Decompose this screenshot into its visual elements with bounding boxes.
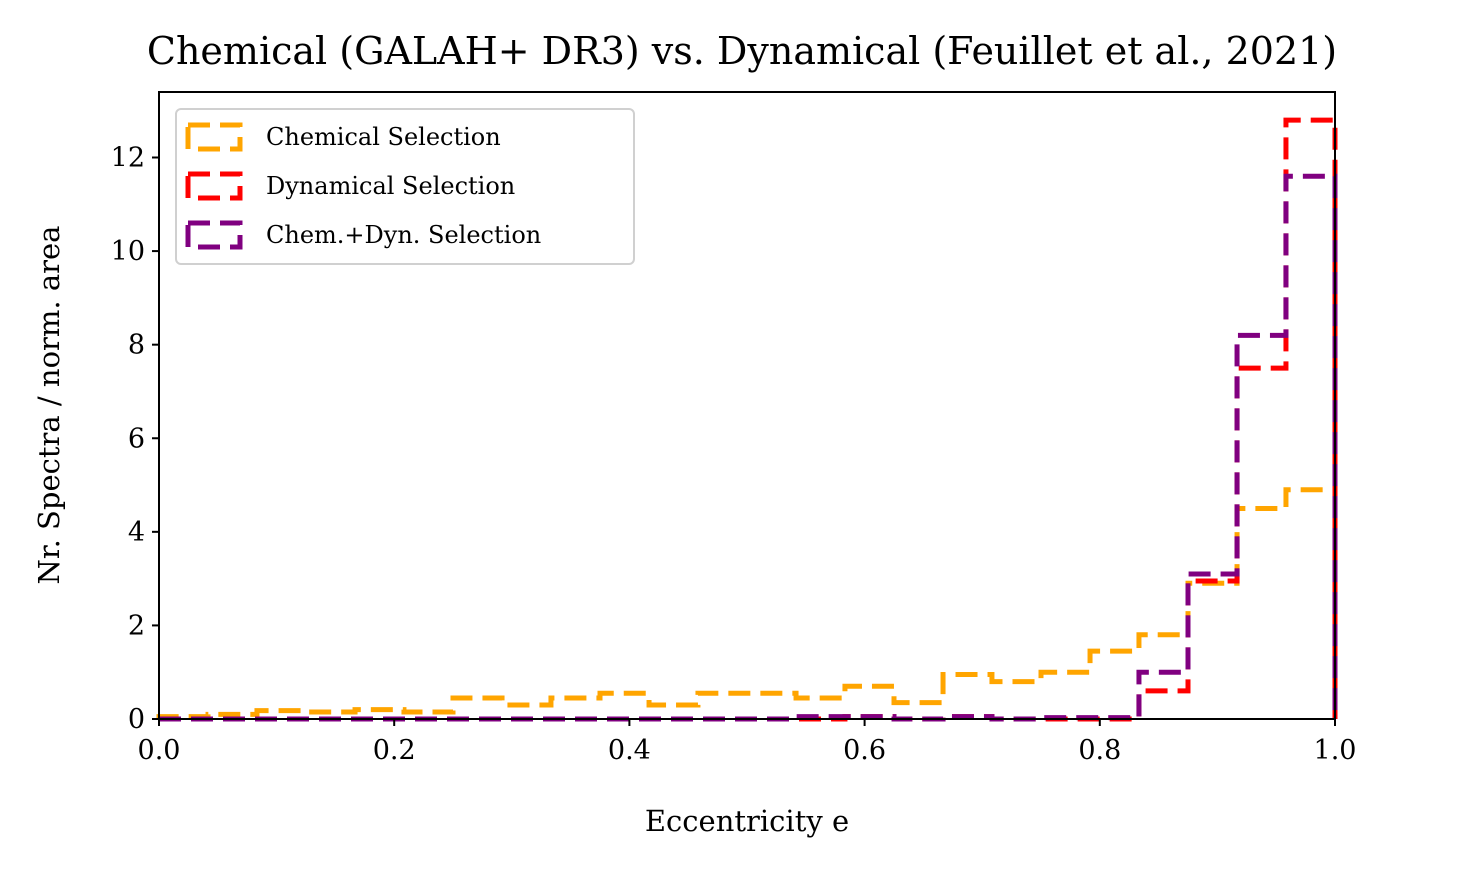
legend-label: Chem.+Dyn. Selection <box>266 221 541 249</box>
y-tick-label: 12 <box>111 143 145 174</box>
x-tick-label: 1.0 <box>1314 735 1357 766</box>
legend-label: Chemical Selection <box>266 123 501 151</box>
y-tick-label: 10 <box>111 236 145 267</box>
y-tick-label: 2 <box>128 610 145 641</box>
legend-label: Dynamical Selection <box>266 172 515 200</box>
y-axis-label: Nr. Spectra / norm. area <box>32 226 66 585</box>
y-tick-label: 0 <box>128 704 145 735</box>
legend-item: Dynamical Selection <box>185 171 515 201</box>
y-tick-label: 6 <box>128 423 145 454</box>
legend-swatch <box>185 220 243 250</box>
axes-frame <box>158 91 1336 720</box>
x-tick-label: 0.8 <box>1078 735 1121 766</box>
y-axis: 0 2 4 6 8 10 12 <box>111 143 159 735</box>
legend-swatch <box>185 122 243 152</box>
series-step-line <box>156 487 1338 720</box>
y-tick-label: 8 <box>128 330 145 361</box>
legend-item: Chemical Selection <box>185 122 501 152</box>
x-tick-label: 0.6 <box>843 735 886 766</box>
legend-box <box>175 108 635 265</box>
x-tick-label: 0.2 <box>373 735 416 766</box>
legend: Chemical Selection Dynamical Selection Che… <box>175 108 635 265</box>
series-1 <box>156 487 1338 720</box>
legend-swatch <box>185 171 243 201</box>
x-tick-label: 0.4 <box>608 735 651 766</box>
y-tick-label: 4 <box>128 517 145 548</box>
x-axis-label: Eccentricity e <box>645 804 849 838</box>
legend-item: Chem.+Dyn. Selection <box>185 220 541 250</box>
x-tick-label: 0.0 <box>138 735 181 766</box>
chart-title: Chemical (GALAH+ DR3) vs. Dynamical (Feu… <box>147 29 1337 73</box>
x-axis: 0.0 0.2 0.4 0.6 0.8 1.0 <box>138 719 1357 766</box>
